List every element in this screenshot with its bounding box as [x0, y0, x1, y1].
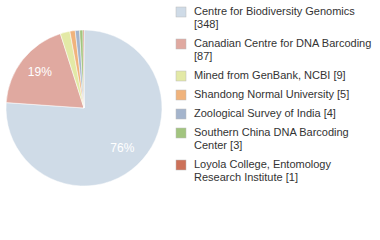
legend-label: Shandong Normal University [5]	[194, 88, 349, 100]
legend-label: Centre for Biodiversity Genomics[348]	[194, 5, 355, 30]
legend-swatch	[176, 160, 186, 170]
legend: Centre for Biodiversity Genomics[348] Can…	[176, 5, 371, 183]
data-labels: 76% 19%	[28, 65, 135, 155]
pie-slice	[6, 30, 162, 186]
chart: 76% 19% Centre for Biodiversity Genomics[3…	[0, 0, 380, 240]
data-label: 19%	[28, 65, 52, 79]
pie-slice	[70, 30, 84, 108]
legend-label: Canadian Centre for DNA Barcoding[87]	[194, 37, 371, 62]
pie-slice	[80, 30, 84, 108]
legend-swatch	[176, 90, 186, 100]
data-label: 76%	[110, 141, 134, 155]
legend-label: Loyola College, EntomologyResearch Insti…	[194, 158, 331, 183]
legend-label: Mined from GenBank, NCBI [9]	[194, 69, 346, 81]
legend-swatch	[176, 109, 186, 119]
pie	[6, 30, 162, 186]
pie-slice	[83, 30, 85, 108]
legend-swatch	[176, 7, 186, 17]
legend-swatch	[176, 39, 186, 49]
legend-swatch	[176, 71, 186, 81]
legend-label: Zoological Survey of India [4]	[194, 107, 336, 119]
pie-slice	[75, 30, 84, 108]
legend-swatch	[176, 128, 186, 138]
legend-label: Southern China DNA BarcodingCenter [3]	[194, 126, 349, 151]
